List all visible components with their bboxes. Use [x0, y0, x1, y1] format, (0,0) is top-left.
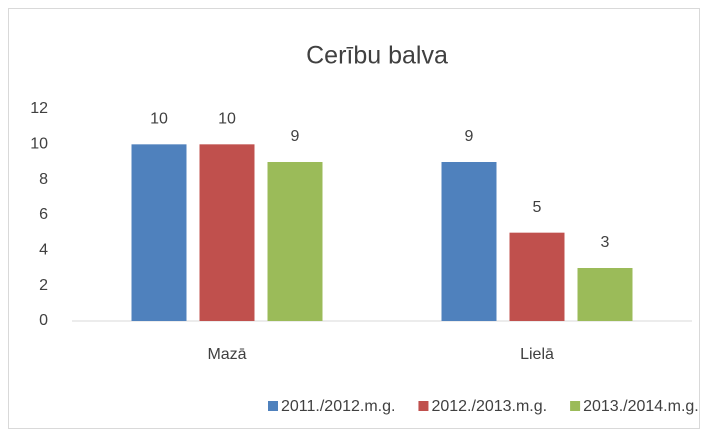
legend-label: 2012./2013.m.g. [431, 398, 547, 415]
data-label: 5 [533, 199, 542, 216]
y-tick-label: 0 [39, 312, 48, 329]
chart-title: Cerību balva [306, 42, 448, 70]
y-tick-label: 10 [30, 136, 48, 153]
bar [577, 268, 633, 321]
legend-label: 2011./2012.m.g. [281, 398, 395, 415]
legend-swatch [268, 401, 278, 411]
y-tick-label: 12 [30, 100, 48, 117]
data-label: 3 [601, 234, 610, 251]
chart-border [8, 8, 700, 429]
bar [131, 144, 187, 321]
y-tick-label: 4 [39, 242, 48, 259]
legend-label: 2013./2014.m.g. [583, 398, 699, 415]
data-label: 9 [291, 128, 300, 145]
bar [441, 162, 497, 321]
y-tick-label: 2 [39, 277, 48, 294]
x-tick-label: Lielā [520, 346, 554, 363]
y-tick-label: 8 [39, 171, 48, 188]
data-label: 10 [218, 111, 236, 128]
x-tick-label: Mazā [207, 346, 246, 363]
bar [267, 162, 323, 321]
legend-swatch [418, 401, 429, 411]
y-tick-label: 6 [39, 206, 48, 223]
bar [199, 144, 255, 321]
bar [509, 232, 565, 321]
legend-swatch [570, 401, 581, 411]
data-label: 9 [465, 128, 474, 145]
data-label: 10 [150, 111, 168, 128]
